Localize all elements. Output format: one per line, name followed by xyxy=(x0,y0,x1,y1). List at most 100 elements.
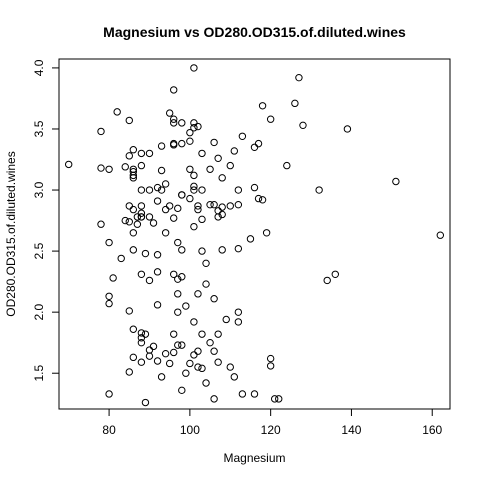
data-point xyxy=(258,102,267,110)
data-point xyxy=(202,280,210,288)
data-point xyxy=(170,86,178,94)
x-tick-label: 80 xyxy=(102,423,116,437)
data-point xyxy=(157,373,166,381)
data-point xyxy=(210,200,218,209)
y-tick-label: 3.0 xyxy=(32,181,46,198)
data-point xyxy=(218,210,226,219)
y-tick-label: 4.0 xyxy=(32,59,46,76)
data-point xyxy=(129,146,138,154)
data-point xyxy=(178,246,186,254)
data-point xyxy=(178,139,186,148)
data-point xyxy=(198,149,206,158)
data-point xyxy=(218,174,226,182)
data-point xyxy=(137,329,146,337)
data-point xyxy=(64,160,73,169)
data-point xyxy=(186,165,194,173)
data-point xyxy=(238,132,247,141)
data-point xyxy=(105,238,113,247)
data-point xyxy=(178,273,186,281)
data-point xyxy=(186,137,194,145)
data-point xyxy=(190,64,198,72)
data-point xyxy=(198,247,206,255)
data-point xyxy=(170,330,178,338)
data-point xyxy=(194,122,202,131)
data-point xyxy=(190,318,198,326)
plot-frame xyxy=(58,58,451,410)
data-point xyxy=(250,390,259,398)
data-point xyxy=(198,186,206,194)
data-point xyxy=(178,341,186,349)
data-point xyxy=(234,200,243,209)
data-point xyxy=(141,398,150,407)
data-point xyxy=(194,363,202,371)
data-point xyxy=(258,196,267,204)
data-point xyxy=(129,353,138,362)
data-point xyxy=(392,177,400,186)
data-point xyxy=(262,229,271,237)
data-point xyxy=(206,165,214,173)
data-point xyxy=(133,213,142,221)
data-point xyxy=(202,259,210,268)
data-point xyxy=(234,244,243,253)
data-point xyxy=(153,268,162,276)
data-point xyxy=(105,292,113,300)
data-point xyxy=(226,202,234,210)
data-point xyxy=(250,143,259,151)
data-point xyxy=(210,347,218,355)
data-point xyxy=(105,165,113,173)
data-point xyxy=(109,274,117,282)
data-point xyxy=(190,171,198,180)
data-point xyxy=(214,330,222,338)
y-tick-label: 3.5 xyxy=(32,120,46,137)
data-point xyxy=(145,346,154,354)
data-point xyxy=(161,180,170,188)
x-axis: 80 100 120 140 160 xyxy=(102,409,443,437)
data-point xyxy=(129,229,138,237)
data-point xyxy=(182,369,190,377)
data-point xyxy=(137,358,146,366)
data-point xyxy=(145,149,154,158)
data-point xyxy=(129,171,138,180)
data-point xyxy=(121,216,129,225)
data-point xyxy=(125,202,133,210)
data-point xyxy=(170,141,178,149)
data-point xyxy=(182,302,190,310)
data-point xyxy=(129,325,138,333)
data-point xyxy=(230,373,239,381)
data-point xyxy=(129,246,138,254)
data-point xyxy=(137,338,146,347)
data-point xyxy=(230,147,239,155)
data-point xyxy=(190,222,198,231)
data-point xyxy=(190,186,198,194)
data-point xyxy=(125,218,133,226)
data-point xyxy=(153,251,162,259)
data-point xyxy=(218,203,226,211)
data-point xyxy=(137,149,146,158)
data-point xyxy=(174,275,182,283)
data-point xyxy=(234,318,243,326)
data-point xyxy=(137,202,146,210)
data-point xyxy=(97,127,105,136)
data-point xyxy=(137,213,146,221)
data-point xyxy=(234,186,243,194)
y-tick-label: 2.0 xyxy=(32,303,46,320)
data-point xyxy=(250,183,259,192)
data-point xyxy=(165,359,174,368)
data-point xyxy=(113,108,121,116)
data-point xyxy=(226,363,234,371)
x-tick-label: 140 xyxy=(341,423,361,437)
data-point xyxy=(174,204,182,213)
y-tick-label: 1.5 xyxy=(32,365,46,382)
data-point xyxy=(194,202,202,210)
data-point xyxy=(266,354,275,363)
data-point xyxy=(178,386,186,395)
data-point xyxy=(129,174,138,182)
data-point xyxy=(299,121,307,130)
data-point xyxy=(266,362,275,370)
data-point xyxy=(190,124,198,132)
data-point xyxy=(343,125,352,133)
data-point xyxy=(291,99,299,108)
data-point xyxy=(165,202,174,210)
y-tick-label: 2.5 xyxy=(32,242,46,259)
data-point xyxy=(149,219,158,227)
